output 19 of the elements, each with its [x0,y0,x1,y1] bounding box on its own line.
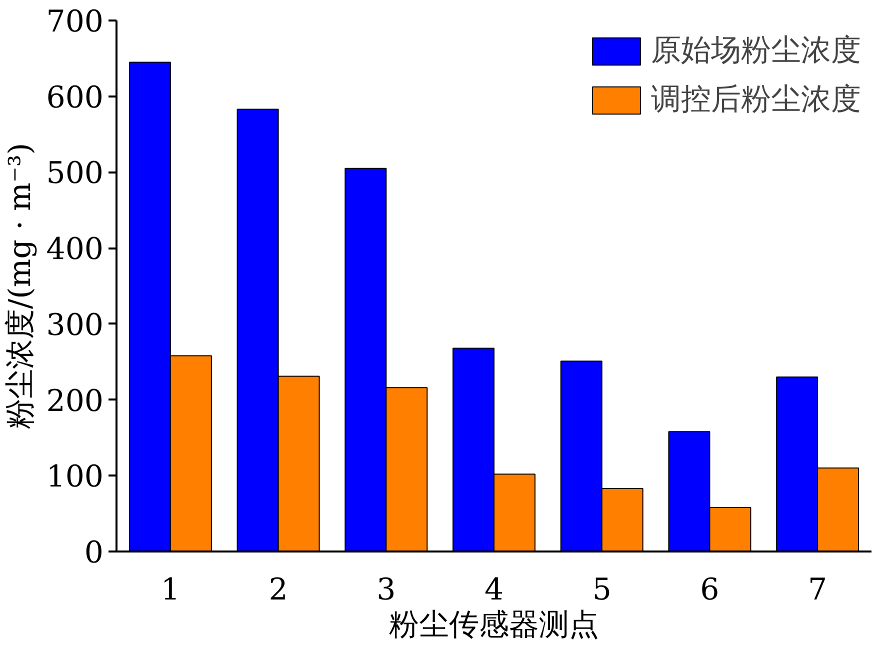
y-axis-title: 粉尘浓度/(mg · m⁻³) [3,142,38,430]
x-tick-label: 4 [484,572,504,608]
x-tick-label: 3 [376,572,396,608]
y-tick-label: 300 [46,308,104,343]
y-tick-label: 400 [46,232,104,268]
x-tick-label: 5 [592,572,612,608]
x-tick-label: 2 [268,572,288,608]
legend-label: 调控后粉尘浓度 [651,81,861,119]
y-tick-label: 200 [46,384,104,419]
x-tick-label: 7 [808,572,828,608]
x-tick-label: 1 [160,572,180,608]
y-tick-label: 0 [84,536,104,570]
y-tick-label: 500 [46,156,104,192]
y-tick-label: 600 [46,80,104,116]
y-tick-label: 700 [46,4,104,40]
x-axis-title: 粉尘传感器测点 [389,608,599,642]
y-tick-label: 100 [46,460,104,495]
x-tick-label: 6 [700,572,720,608]
legend-label: 原始场粉尘浓度 [651,32,861,70]
